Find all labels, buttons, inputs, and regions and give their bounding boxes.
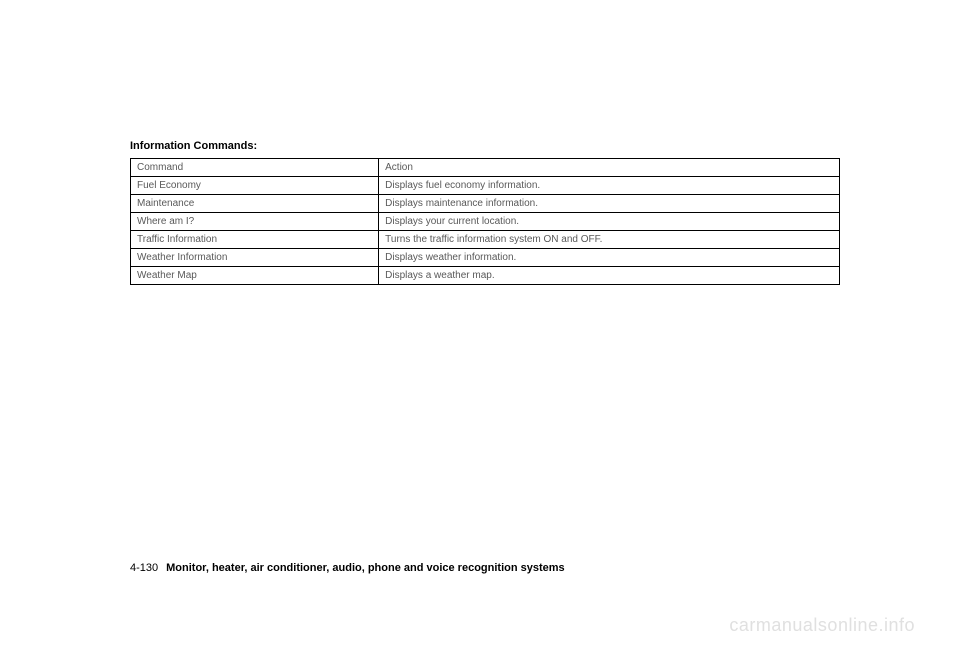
table-row: Maintenance Displays maintenance informa… [131, 195, 840, 213]
watermark: carmanualsonline.info [729, 615, 915, 636]
cell-command: Weather Information [131, 249, 379, 267]
section-title: Information Commands: [130, 140, 840, 152]
header-command: Command [131, 159, 379, 177]
chapter-title: Monitor, heater, air conditioner, audio,… [166, 562, 565, 574]
table-row: Fuel Economy Displays fuel economy infor… [131, 177, 840, 195]
cell-action: Displays weather information. [379, 249, 840, 267]
cell-action: Displays a weather map. [379, 267, 840, 285]
table-row-header: Command Action [131, 159, 840, 177]
cell-action: Displays your current location. [379, 213, 840, 231]
cell-command: Weather Map [131, 267, 379, 285]
table-row: Weather Information Displays weather inf… [131, 249, 840, 267]
header-action: Action [379, 159, 840, 177]
table-row: Traffic Information Turns the traffic in… [131, 231, 840, 249]
table-row: Where am I? Displays your current locati… [131, 213, 840, 231]
cell-command: Fuel Economy [131, 177, 379, 195]
page-number: 4-130 [130, 562, 158, 574]
page-footer: 4-130 Monitor, heater, air conditioner, a… [130, 562, 565, 574]
cell-command: Traffic Information [131, 231, 379, 249]
table-row: Weather Map Displays a weather map. [131, 267, 840, 285]
commands-table: Command Action Fuel Economy Displays fue… [130, 158, 840, 285]
cell-action: Turns the traffic information system ON … [379, 231, 840, 249]
cell-action: Displays maintenance information. [379, 195, 840, 213]
cell-action: Displays fuel economy information. [379, 177, 840, 195]
cell-command: Where am I? [131, 213, 379, 231]
cell-command: Maintenance [131, 195, 379, 213]
